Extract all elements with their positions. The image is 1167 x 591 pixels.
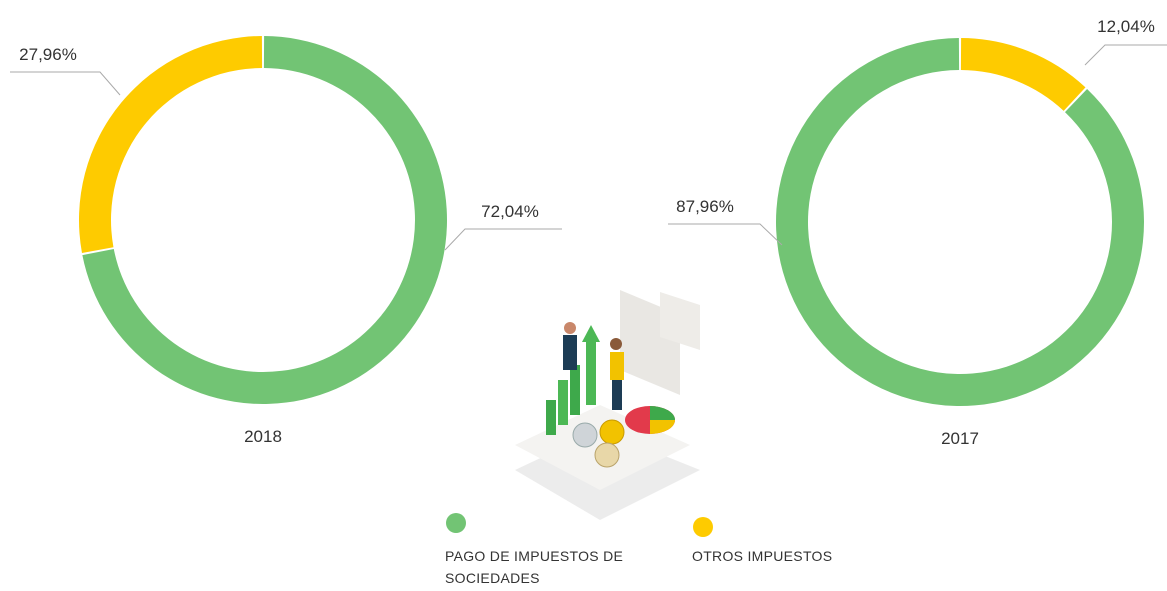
- pie-slice: [960, 38, 1086, 111]
- data-label: 27,96%: [19, 45, 77, 64]
- leader-line: [444, 228, 562, 251]
- legend-label: PAGO DE IMPUESTOS DE SOCIEDADES: [445, 548, 624, 586]
- legend-label: OTROS IMPUESTOS: [692, 548, 833, 564]
- leader-line: [10, 71, 121, 96]
- chart-title: 2018: [244, 427, 282, 446]
- legend-swatch: [446, 513, 466, 533]
- data-label: 87,96%: [676, 197, 734, 216]
- leader-line: [1084, 44, 1167, 66]
- pie-slice: [78, 36, 263, 253]
- illustration: [515, 290, 700, 520]
- data-label: 72,04%: [481, 202, 539, 221]
- leader-line: [668, 223, 783, 246]
- legend-swatch: [693, 517, 713, 537]
- data-label: 12,04%: [1097, 17, 1155, 36]
- pie-slice: [776, 38, 1144, 406]
- chart-title: 2017: [941, 429, 979, 448]
